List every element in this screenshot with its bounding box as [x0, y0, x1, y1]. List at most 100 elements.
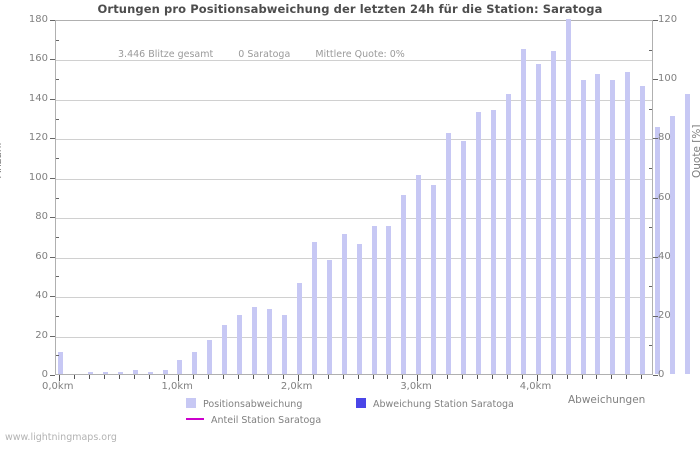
gridline: [56, 139, 652, 141]
x-tick-label: 1,0km: [161, 381, 193, 392]
y-tick-label-left: 20: [35, 329, 48, 341]
bar: [476, 111, 482, 374]
legend-label: Anteil Station Saratoga: [211, 415, 322, 426]
x-tick: [626, 375, 628, 379]
y-tick-minor-left: [56, 276, 59, 278]
plot-area: 3.446 Blitze gesamt 0 Saratoga Mittlere …: [55, 19, 691, 375]
y-tick-label-right: 40: [658, 250, 671, 262]
y-tick-left: [50, 177, 55, 179]
bar: [117, 372, 123, 374]
y-tick-left: [50, 98, 55, 100]
x-tick: [282, 375, 284, 379]
bar: [520, 48, 526, 374]
y-tick-left: [50, 217, 55, 219]
x-tick: [596, 375, 598, 379]
x-tick: [223, 375, 225, 379]
x-tick: [178, 375, 180, 381]
bar: [162, 370, 168, 374]
y-tick-label-left: 80: [35, 211, 48, 223]
bar: [87, 372, 93, 374]
y-tick-right: [653, 197, 658, 199]
stats-station-count: 0 Saratoga: [238, 49, 291, 60]
x-tick: [432, 375, 434, 379]
y-tick-right: [653, 256, 658, 258]
y-tick-minor-left: [56, 158, 59, 160]
bar: [625, 72, 631, 374]
y-tick-label-right: 20: [658, 309, 671, 321]
gridline: [56, 336, 652, 338]
x-tick-label: 4,0km: [519, 381, 552, 392]
y-tick-label-right: 60: [658, 191, 671, 203]
x-tick: [447, 375, 449, 379]
legend-item[interactable]: Anteil Station Saratoga: [186, 415, 321, 426]
legend-swatch: [186, 398, 196, 408]
bar: [446, 133, 452, 374]
x-tick: [253, 375, 255, 379]
y-tick-minor-right: [649, 108, 652, 110]
x-tick: [59, 375, 60, 381]
bar: [102, 372, 108, 374]
bar: [296, 283, 302, 374]
y-tick-minor-right: [649, 286, 652, 288]
bar: [580, 80, 586, 374]
bar: [416, 174, 422, 374]
bar: [685, 93, 691, 374]
bar: [132, 370, 138, 374]
bar: [177, 360, 183, 374]
chart-title: Ortungen pro Positionsabweichung der let…: [97, 2, 603, 16]
legend: Positionsabweichung Abweichung Station Sa…: [0, 394, 700, 434]
bar: [550, 50, 556, 374]
x-tick: [193, 375, 195, 379]
bar: [371, 226, 377, 374]
bar: [222, 324, 228, 374]
bar: [207, 340, 213, 374]
bar: [386, 226, 392, 374]
x-tick: [148, 375, 150, 379]
x-tick: [477, 375, 479, 379]
bar: [610, 80, 616, 374]
bar: [267, 308, 273, 374]
legend-line-marker: [186, 418, 204, 420]
gridline: [56, 99, 652, 101]
x-tick: [506, 375, 508, 379]
y-tick-label-left: 0: [41, 369, 48, 380]
x-tick: [462, 375, 464, 379]
x-axis-label: Abweichungen: [568, 394, 646, 406]
bar: [565, 19, 571, 374]
y-axis-label-left: Anzahl: [0, 142, 4, 178]
y-tick-label-right: 0: [658, 369, 665, 380]
y-tick-label-right: 120: [658, 14, 678, 25]
x-tick: [417, 375, 419, 381]
y-tick-minor-right: [649, 49, 652, 51]
bar: [431, 184, 437, 374]
legend-swatch: [356, 398, 366, 408]
y-tick-right: [653, 315, 658, 317]
legend-item[interactable]: Abweichung Station Saratoga: [356, 398, 514, 410]
y-tick-left: [50, 296, 55, 298]
y-tick-label-left: 140: [28, 92, 48, 104]
x-tick: [521, 375, 523, 379]
bar: [535, 64, 541, 374]
bar: [252, 306, 258, 374]
bar: [356, 243, 362, 374]
y-tick-minor-left: [56, 118, 59, 120]
x-tick: [491, 375, 493, 379]
y-tick-left: [50, 138, 55, 140]
y-tick-label-left: 100: [28, 171, 48, 183]
y-tick-minor-left: [56, 197, 59, 199]
y-tick-left: [50, 59, 55, 61]
bar: [192, 352, 198, 374]
stats-mean-rate: Mittlere Quote: 0%: [315, 49, 405, 60]
y-tick-right: [653, 138, 658, 140]
legend-item[interactable]: Positionsabweichung: [186, 398, 302, 410]
bar: [461, 141, 467, 374]
y-tick-minor-left: [56, 39, 59, 41]
gridline: [56, 257, 652, 259]
bar: [237, 314, 243, 374]
x-tick-label: 0,0km: [42, 381, 74, 392]
x-tick: [297, 375, 299, 381]
x-tick: [536, 375, 538, 381]
stats-total: 3.446 Blitze gesamt: [118, 49, 214, 60]
x-tick: [566, 375, 568, 379]
